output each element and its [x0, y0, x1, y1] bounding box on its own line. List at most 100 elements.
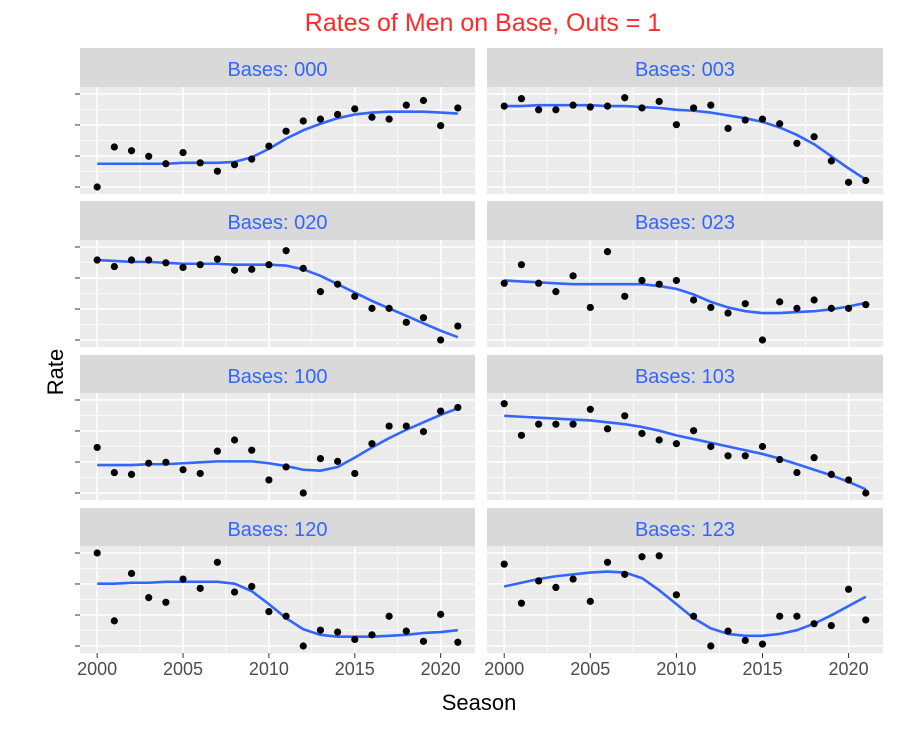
data-point — [334, 280, 342, 288]
facet-strip — [487, 48, 883, 87]
data-point — [776, 120, 784, 128]
data-point — [230, 161, 239, 169]
data-point — [110, 468, 118, 477]
facet-panel: Bases: 023 — [487, 201, 883, 347]
data-point — [196, 261, 204, 269]
data-point — [844, 304, 853, 312]
data-point — [316, 626, 325, 634]
y-axis-title: Rate — [43, 349, 68, 395]
facet-strip-label: Bases: 000 — [227, 59, 327, 81]
x-tick-label: 2020 — [829, 659, 869, 679]
smooth-line — [503, 570, 867, 638]
smooth-line — [97, 110, 458, 166]
facet-strip — [80, 355, 475, 393]
data-point — [316, 115, 325, 123]
data-point — [758, 442, 767, 451]
data-point — [454, 322, 462, 330]
data-point — [862, 489, 870, 497]
smooth-line — [97, 407, 459, 472]
data-point — [402, 422, 410, 430]
data-point — [603, 102, 612, 110]
data-point — [265, 607, 273, 616]
data-point — [419, 314, 428, 322]
facet-strip — [487, 508, 883, 546]
x-tick-label: 2015 — [742, 659, 782, 679]
data-point — [93, 183, 101, 191]
data-point — [655, 552, 663, 560]
data-point — [500, 279, 508, 287]
data-point — [162, 259, 170, 267]
facet-strip-label: Bases: 100 — [227, 366, 327, 388]
data-point — [127, 569, 136, 578]
x-tick-label: 2010 — [249, 659, 289, 679]
data-point — [793, 612, 801, 620]
data-point — [248, 265, 256, 273]
data-point — [690, 427, 698, 435]
data-point — [707, 642, 715, 650]
data-point — [793, 139, 801, 147]
data-point — [93, 256, 101, 264]
data-point — [162, 598, 170, 606]
data-point — [334, 457, 342, 465]
data-point — [265, 261, 273, 269]
data-point — [862, 176, 870, 185]
data-point — [437, 610, 445, 618]
data-point — [672, 121, 680, 129]
data-point — [351, 105, 359, 113]
data-point — [145, 594, 153, 602]
data-point — [419, 637, 428, 645]
data-point — [586, 303, 594, 312]
data-point — [282, 247, 290, 255]
data-point — [810, 133, 818, 141]
data-point — [127, 147, 136, 155]
facet-panel: Bases: 103 — [487, 355, 883, 500]
facet-panel: Bases: 123 2000 2005 2010 2015 2020 — [484, 508, 883, 679]
data-point — [724, 309, 732, 317]
data-point — [437, 407, 445, 415]
smooth-line — [97, 580, 458, 638]
data-point — [437, 336, 445, 344]
data-point — [603, 425, 612, 433]
data-point — [179, 148, 187, 157]
data-point — [437, 122, 445, 130]
data-point — [265, 476, 273, 484]
data-point — [535, 106, 543, 114]
facet-panel: Bases: 000 — [75, 48, 475, 194]
data-point — [334, 110, 342, 119]
data-point — [638, 553, 646, 561]
data-point — [145, 459, 153, 467]
data-point — [179, 263, 187, 272]
data-point — [741, 116, 749, 124]
data-point — [517, 599, 526, 607]
facet-strip — [80, 508, 475, 546]
data-point — [385, 304, 393, 312]
data-point — [569, 101, 577, 109]
data-point — [827, 621, 835, 630]
facet-panel: Bases: 003 — [487, 48, 883, 194]
data-point — [402, 627, 410, 635]
data-point — [196, 469, 204, 478]
data-point — [776, 455, 784, 464]
data-point — [299, 264, 307, 272]
data-point — [569, 272, 577, 280]
smooth-line — [97, 258, 459, 339]
data-point — [535, 577, 543, 585]
data-point — [110, 262, 118, 271]
data-point — [248, 582, 256, 591]
data-point — [672, 440, 680, 448]
data-point — [741, 452, 749, 460]
data-point — [793, 468, 801, 477]
data-point — [621, 412, 629, 420]
data-point — [145, 256, 153, 264]
data-point — [368, 113, 376, 121]
x-tick-label: 2000 — [484, 659, 524, 679]
x-tick-label: 2020 — [421, 659, 461, 679]
facet-panel: Bases: 120 2000 2005 2010 2015 2020 — [75, 508, 475, 679]
data-point — [690, 104, 698, 112]
data-point — [385, 115, 393, 123]
data-point — [638, 429, 646, 438]
data-point — [179, 466, 187, 474]
data-point — [655, 280, 663, 288]
chart-title: Rates of Men on Base, Outs = 1 — [305, 9, 661, 37]
data-point — [844, 178, 853, 186]
